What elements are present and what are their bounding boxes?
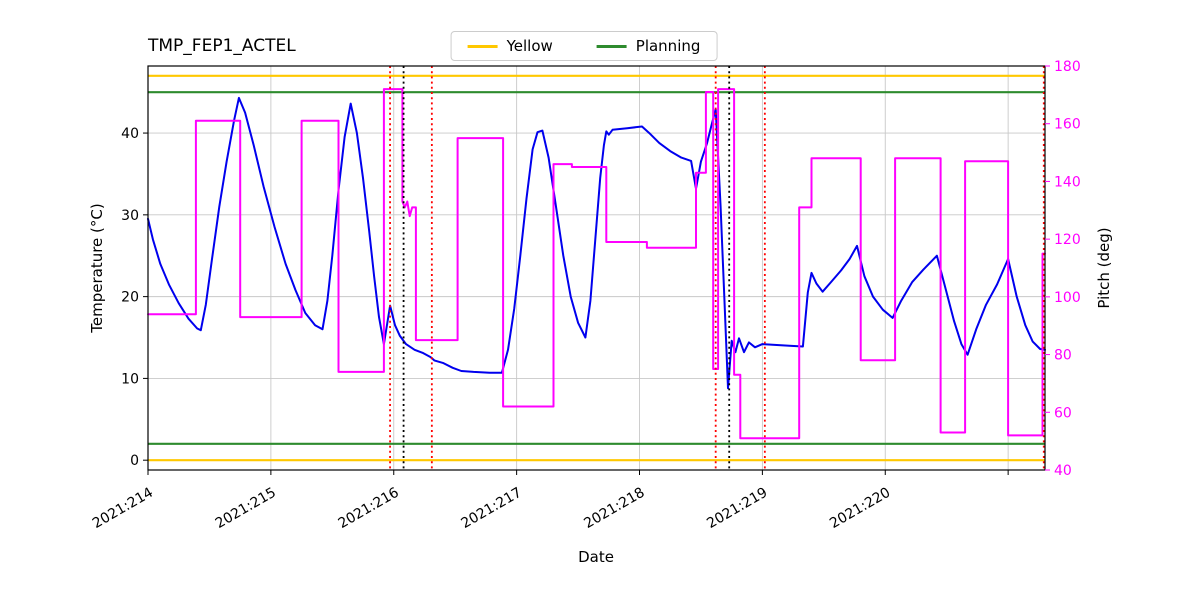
legend-item-yellow: Yellow xyxy=(467,37,553,55)
svg-text:40: 40 xyxy=(1054,463,1072,479)
svg-text:2021:214: 2021:214 xyxy=(90,485,156,532)
svg-text:160: 160 xyxy=(1054,117,1081,133)
svg-text:2021:216: 2021:216 xyxy=(336,485,402,532)
svg-text:40: 40 xyxy=(121,126,139,142)
legend-label-planning: Planning xyxy=(635,37,701,55)
svg-text:100: 100 xyxy=(1054,290,1081,306)
svg-text:0: 0 xyxy=(130,453,139,469)
svg-text:2021:218: 2021:218 xyxy=(581,485,647,532)
svg-text:10: 10 xyxy=(121,371,139,387)
legend-label-yellow: Yellow xyxy=(506,37,553,55)
chart-title: TMP_FEP1_ACTEL xyxy=(148,36,296,56)
svg-text:80: 80 xyxy=(1054,348,1072,364)
svg-text:20: 20 xyxy=(121,290,139,306)
legend-item-planning: Planning xyxy=(596,37,701,55)
svg-text:120: 120 xyxy=(1054,232,1081,248)
svg-text:2021:219: 2021:219 xyxy=(704,485,770,532)
x-axis-label: Date xyxy=(578,548,614,566)
svg-text:60: 60 xyxy=(1054,405,1072,421)
svg-text:180: 180 xyxy=(1054,59,1081,75)
svg-text:2021:217: 2021:217 xyxy=(459,485,525,532)
planning-line-swatch xyxy=(596,44,627,48)
svg-text:140: 140 xyxy=(1054,174,1081,190)
svg-text:2021:215: 2021:215 xyxy=(213,485,279,532)
svg-text:30: 30 xyxy=(121,208,139,224)
yellow-line-swatch xyxy=(467,44,498,48)
legend: Yellow Planning xyxy=(450,31,718,61)
svg-text:2021:220: 2021:220 xyxy=(827,485,893,532)
